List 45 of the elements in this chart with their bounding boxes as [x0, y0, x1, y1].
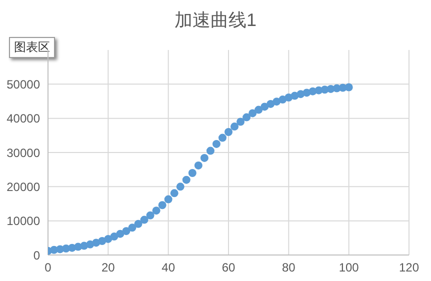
point	[140, 216, 148, 224]
point	[176, 182, 184, 191]
point	[344, 83, 353, 92]
point	[206, 146, 214, 155]
point	[248, 109, 257, 118]
x-tick-label: 80	[282, 260, 296, 275]
point	[152, 206, 160, 215]
x-tick-label: 100	[338, 260, 360, 275]
point	[212, 140, 220, 148]
point	[134, 220, 142, 228]
y-tick-label: 30000	[6, 146, 40, 160]
point	[224, 128, 232, 136]
point	[194, 161, 202, 170]
point	[170, 189, 178, 198]
point	[242, 113, 251, 122]
point	[218, 134, 226, 142]
point	[122, 227, 130, 236]
point	[200, 154, 208, 162]
x-tick-label: 60	[222, 260, 236, 275]
point	[146, 211, 154, 220]
point	[104, 234, 112, 243]
chart-title: 加速曲线1	[173, 9, 258, 32]
point	[278, 96, 287, 104]
y-tick-label: 40000	[6, 112, 40, 126]
point	[182, 176, 190, 184]
y-tick-label: 10000	[6, 214, 40, 228]
annotation: 图表区	[9, 37, 55, 58]
y-tick-label: 0	[33, 248, 40, 262]
point	[260, 102, 269, 111]
x-tick-label: 40	[162, 260, 176, 275]
point	[164, 195, 172, 204]
point	[230, 122, 239, 131]
point	[116, 230, 124, 238]
point	[188, 169, 196, 177]
x-tick-label: 0	[44, 260, 52, 275]
point	[110, 232, 118, 241]
y-tick-label: 50000	[6, 77, 40, 92]
point	[266, 100, 275, 108]
y-tick-label: 20000	[6, 180, 40, 194]
point	[236, 118, 245, 126]
point	[254, 106, 263, 114]
point	[128, 224, 136, 232]
x-tick-label: 120	[398, 260, 420, 275]
point	[158, 201, 166, 210]
x-tick-label: 20	[101, 260, 116, 275]
